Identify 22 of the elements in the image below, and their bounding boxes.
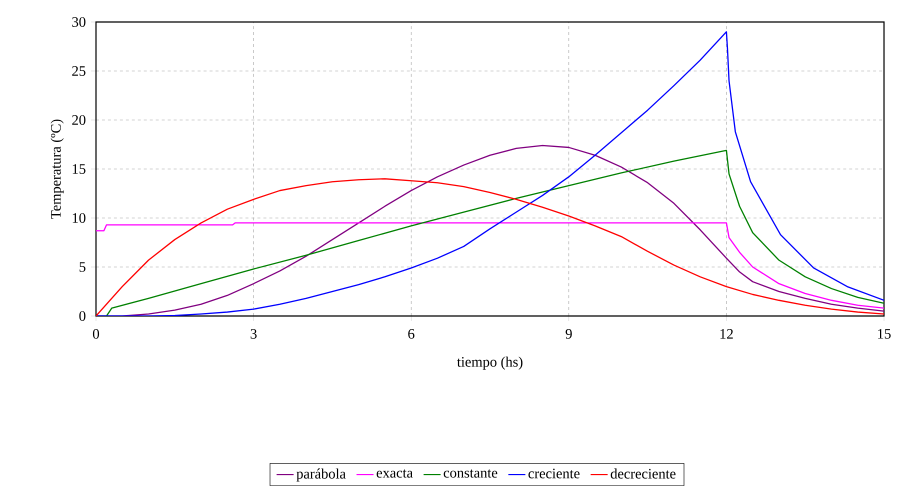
- x-axis-title: tiempo (hs): [457, 356, 522, 370]
- y-tick-label: 25: [72, 66, 86, 76]
- y-tick-label: 30: [72, 17, 86, 27]
- x-tick-label: 9: [566, 329, 572, 339]
- x-tick-label: 12: [720, 329, 733, 339]
- x-tick-label: 15: [878, 329, 891, 339]
- line-series: [96, 222, 884, 309]
- y-tick-label: 10: [72, 213, 86, 223]
- legend-label: exacta: [376, 469, 413, 478]
- y-tick-label: 5: [80, 262, 86, 272]
- legend-label: creciente: [528, 468, 580, 478]
- legend-label: parábola: [296, 468, 346, 482]
- x-tick-label: 3: [250, 329, 257, 339]
- x-tick-label: 6: [408, 329, 414, 339]
- legend-label: constante: [444, 469, 498, 478]
- y-tick-label: 0: [79, 311, 86, 321]
- x-tick-label: 0: [92, 329, 100, 339]
- y-axis-title: Temperatura (ºC): [50, 120, 64, 219]
- y-tick-label: 20: [72, 115, 86, 125]
- y-tick-label: 15: [72, 164, 86, 174]
- line-series: [96, 178, 884, 316]
- legend-label: decreciente: [610, 468, 676, 479]
